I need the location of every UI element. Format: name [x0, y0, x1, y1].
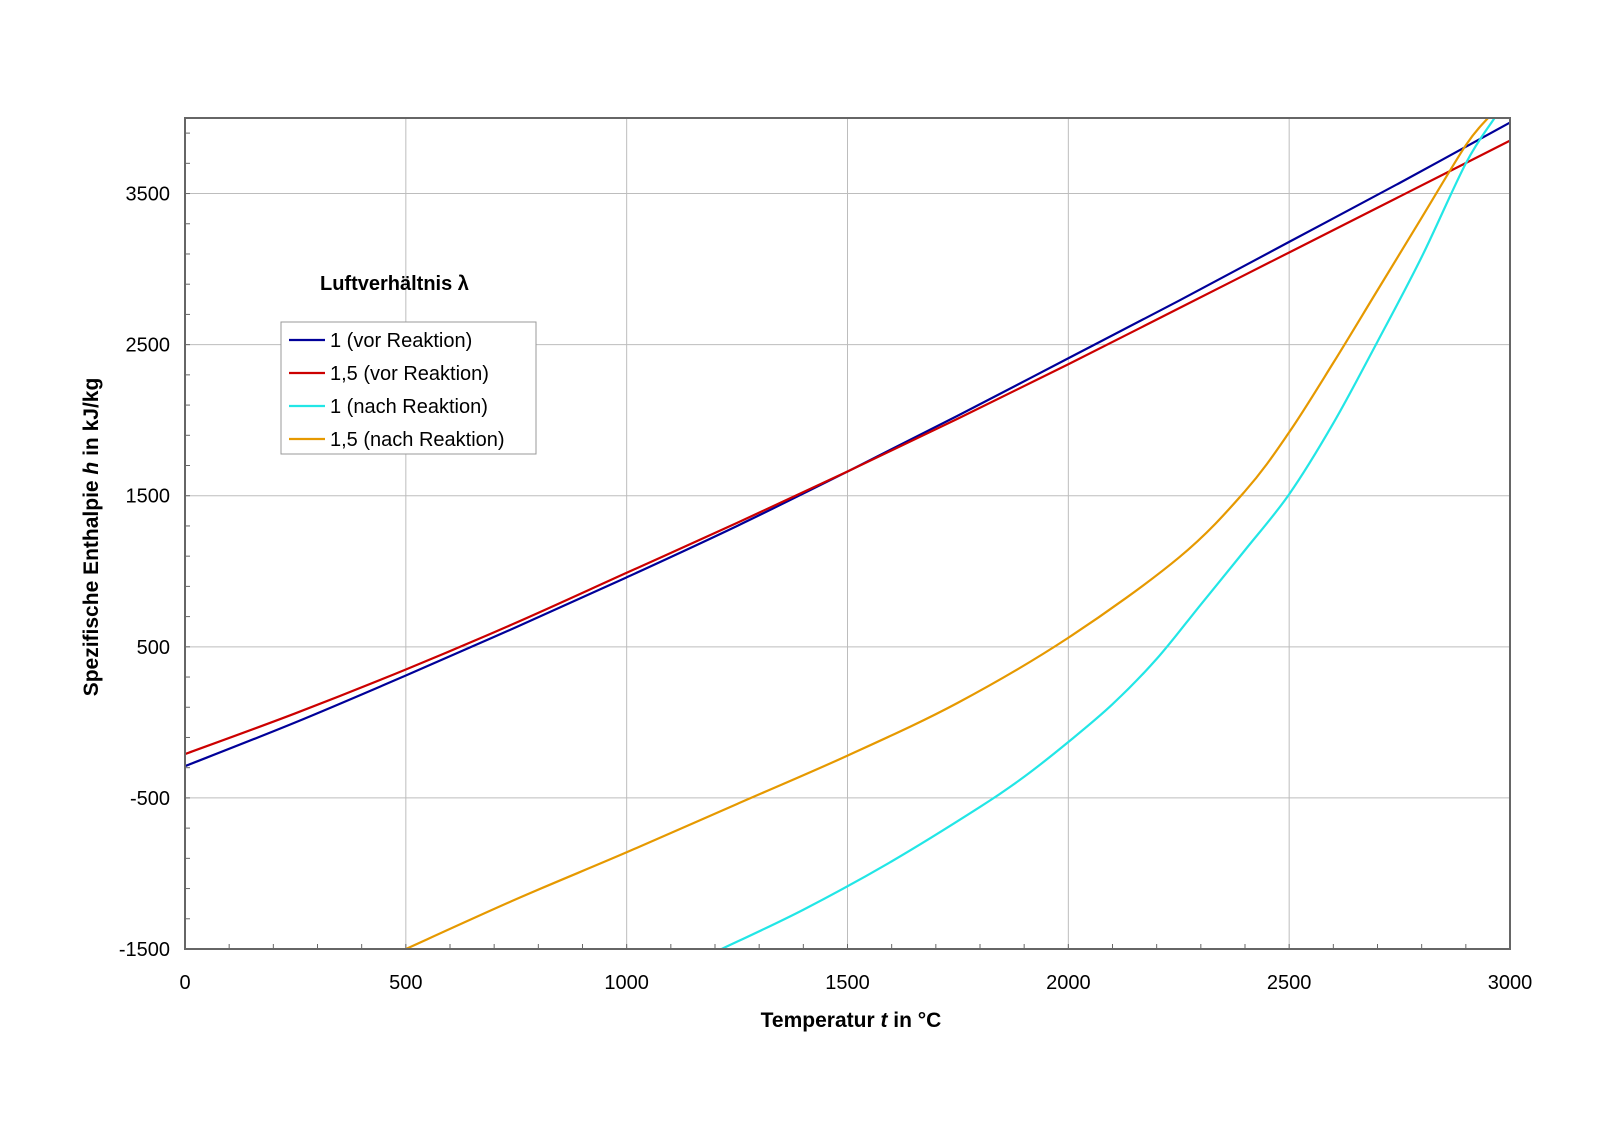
- y-tick-label: 2500: [126, 335, 171, 357]
- series-line-3: [721, 118, 1496, 949]
- x-tick-label: 3000: [1488, 972, 1533, 994]
- x-tick-label: 0: [179, 972, 190, 994]
- legend-label-2: 1,5 (vor Reaktion): [330, 363, 489, 385]
- legend: 1 (vor Reaktion) 1,5 (vor Reaktion) 1 (nac…: [280, 321, 537, 455]
- legend-title: Luftverhältnis λ: [320, 273, 469, 295]
- y-tick-label: 500: [137, 637, 170, 659]
- legend-label-1: 1 (vor Reaktion): [330, 330, 472, 352]
- plot-area-frame: [184, 117, 1511, 950]
- x-tick-label: 500: [389, 972, 422, 994]
- x-axis-title: Temperatur t in °C: [761, 1009, 942, 1032]
- legend-box: [280, 321, 537, 455]
- x-tick-label: 2000: [1046, 972, 1091, 994]
- y-tick-label: -500: [130, 788, 170, 810]
- legend-label-3: 1 (nach Reaktion): [330, 396, 488, 418]
- series-line-4: [405, 118, 1489, 949]
- x-tick-label: 2500: [1267, 972, 1312, 994]
- x-tick-label: 1500: [825, 972, 870, 994]
- y-tick-label: -1500: [119, 939, 170, 961]
- grid: [184, 118, 1511, 950]
- y-tick-label: 1500: [126, 486, 171, 508]
- y-tick-labels: -1500 -500 500 1500 2500 3500: [119, 184, 170, 961]
- series-lines: [185, 118, 1510, 949]
- x-tick-label: 1000: [604, 972, 649, 994]
- y-tick-label: 3500: [126, 184, 171, 206]
- x-tick-labels: 0 500 1000 1500 2000 2500 3000: [179, 972, 1532, 994]
- y-axis-title: Spezifische Enthalpie h in kJ/kg: [80, 378, 103, 697]
- series-line-2: [185, 139, 1510, 756]
- legend-label-4: 1,5 (nach Reaktion): [330, 429, 505, 451]
